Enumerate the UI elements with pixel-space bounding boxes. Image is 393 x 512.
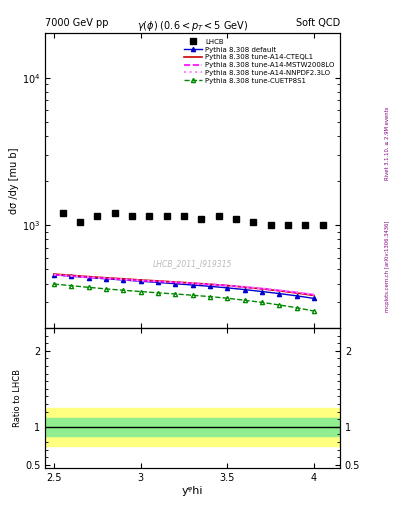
- Text: 7000 GeV pp: 7000 GeV pp: [45, 18, 109, 28]
- Text: Rivet 3.1.10, ≥ 2.9M events: Rivet 3.1.10, ≥ 2.9M events: [385, 106, 389, 180]
- Text: mcplots.cern.ch [arXiv:1306.3436]: mcplots.cern.ch [arXiv:1306.3436]: [385, 221, 389, 312]
- Title: $\gamma(\phi)\ (0.6 < p_T < 5\ \mathrm{GeV})$: $\gamma(\phi)\ (0.6 < p_T < 5\ \mathrm{G…: [137, 19, 248, 33]
- Text: LHCB_2011_I919315: LHCB_2011_I919315: [153, 259, 232, 268]
- Text: Soft QCD: Soft QCD: [296, 18, 340, 28]
- X-axis label: yᵠhi: yᵠhi: [182, 486, 203, 496]
- Y-axis label: Ratio to LHCB: Ratio to LHCB: [13, 369, 22, 428]
- Y-axis label: dσ /dy [mu b]: dσ /dy [mu b]: [9, 147, 19, 214]
- Legend: LHCB, Pythia 8.308 default, Pythia 8.308 tune-A14-CTEQL1, Pythia 8.308 tune-A14-: LHCB, Pythia 8.308 default, Pythia 8.308…: [182, 37, 336, 86]
